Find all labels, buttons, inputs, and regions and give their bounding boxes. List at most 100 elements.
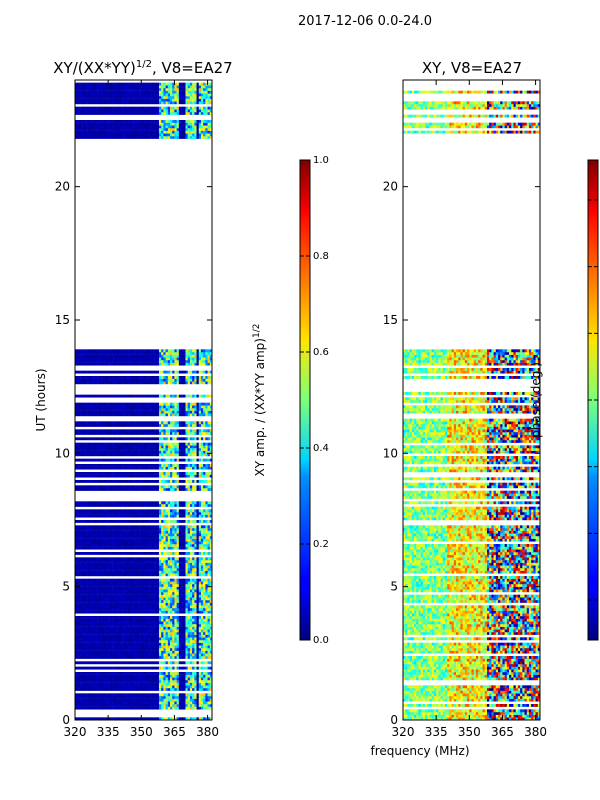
heatmap-cell xyxy=(207,629,211,633)
heatmap-cell xyxy=(143,602,147,606)
heatmap-cell xyxy=(125,568,129,571)
heatmap-cell xyxy=(112,656,116,659)
heatmap-cell xyxy=(134,445,138,449)
heatmap-cell xyxy=(134,632,138,635)
heatmap-cell xyxy=(203,541,206,545)
heatmap-cell xyxy=(125,565,129,569)
heatmap-cell xyxy=(181,560,184,563)
heatmap-cell xyxy=(189,541,193,545)
heatmap-cell xyxy=(77,696,80,699)
heatmap-cell xyxy=(178,616,182,619)
heatmap-cell xyxy=(97,557,100,561)
heatmap-cell xyxy=(83,450,87,454)
heatmap-cell xyxy=(123,698,127,702)
heatmap-cell xyxy=(90,504,93,507)
heatmap-cell xyxy=(183,608,186,611)
heatmap-cell xyxy=(77,698,80,702)
heatmap-cell xyxy=(181,608,184,611)
heatmap-cell xyxy=(147,501,151,505)
heatmap-cell xyxy=(200,589,204,593)
heatmap-cell xyxy=(200,485,204,489)
heatmap-cell xyxy=(114,650,118,654)
heatmap-cell xyxy=(101,578,105,582)
heatmap-cell xyxy=(161,592,164,595)
heatmap-cell xyxy=(207,680,211,683)
heatmap-cell xyxy=(130,696,133,699)
heatmap-cell xyxy=(178,562,182,566)
heatmap-cell xyxy=(187,538,191,542)
heatmap-cell xyxy=(97,621,100,625)
heatmap-cell xyxy=(189,536,193,539)
heatmap-cell xyxy=(181,616,184,619)
heatmap-cell xyxy=(185,674,188,678)
heatmap-cell xyxy=(192,616,195,619)
heatmap-cell xyxy=(203,624,206,627)
heatmap-cell xyxy=(110,680,113,683)
heatmap-cell xyxy=(81,637,85,641)
heatmap-cell xyxy=(128,520,131,523)
heatmap-cell xyxy=(203,520,206,523)
heatmap-cell xyxy=(90,672,93,675)
heatmap-cell xyxy=(90,682,93,686)
heatmap-cell xyxy=(207,514,211,518)
heatmap-cell xyxy=(110,586,113,590)
heatmap-cell xyxy=(86,504,89,507)
heatmap-cell xyxy=(181,450,184,454)
heatmap-cell xyxy=(163,656,166,659)
heatmap-cell xyxy=(154,573,158,577)
heatmap-cell xyxy=(207,509,211,513)
heatmap-cell xyxy=(161,637,164,641)
heatmap-cell xyxy=(196,536,200,539)
heatmap-cell xyxy=(172,541,175,545)
heatmap-cell xyxy=(92,685,96,689)
heatmap-cell xyxy=(105,666,109,670)
heatmap-cell xyxy=(88,474,91,478)
heatmap-cell xyxy=(181,629,184,633)
heatmap-cell xyxy=(161,584,164,587)
heatmap-cell xyxy=(152,474,155,478)
heatmap-cell xyxy=(156,536,160,539)
heatmap-cell xyxy=(121,445,124,449)
heatmap-cell xyxy=(143,704,147,707)
heatmap-cell xyxy=(203,464,206,467)
heatmap-cell xyxy=(183,610,186,614)
heatmap-cell xyxy=(134,589,138,593)
heatmap-cell xyxy=(200,629,204,633)
heatmap-cell xyxy=(108,568,111,571)
heatmap-cell xyxy=(145,616,149,619)
heatmap-cell xyxy=(178,717,182,721)
heatmap-cell xyxy=(158,701,162,705)
heatmap-cell xyxy=(110,634,113,638)
heatmap-cell xyxy=(130,656,133,659)
heatmap-cell xyxy=(139,525,142,529)
heatmap-cell xyxy=(92,560,96,563)
heatmap-cell xyxy=(200,672,204,675)
heatmap-cell xyxy=(154,485,158,489)
heatmap-cell xyxy=(79,472,82,475)
heatmap-cell xyxy=(192,674,195,678)
heatmap-cell xyxy=(165,474,169,478)
heatmap-cell xyxy=(119,632,122,635)
heatmap-cell xyxy=(187,578,191,582)
heatmap-cell xyxy=(165,610,169,614)
heatmap-cell xyxy=(103,674,107,678)
heatmap-cell xyxy=(209,642,213,646)
heatmap-cell xyxy=(141,624,144,627)
heatmap-cell xyxy=(130,677,133,681)
heatmap-cell xyxy=(178,592,182,595)
heatmap-cell xyxy=(83,640,87,643)
heatmap-cell xyxy=(176,594,180,598)
heatmap-cell xyxy=(79,586,82,590)
heatmap-cell xyxy=(94,621,98,625)
heatmap-cell xyxy=(209,640,213,643)
heatmap-cell xyxy=(123,520,127,523)
heatmap-cell xyxy=(121,704,124,707)
heatmap-cell xyxy=(172,610,175,614)
heatmap-cell xyxy=(163,632,166,635)
heatmap-cell xyxy=(114,474,118,478)
heatmap-cell xyxy=(152,610,155,614)
heatmap-cell xyxy=(86,693,89,697)
heatmap-cell xyxy=(83,632,87,635)
heatmap-cell xyxy=(136,536,140,539)
heatmap-cell xyxy=(158,570,162,574)
